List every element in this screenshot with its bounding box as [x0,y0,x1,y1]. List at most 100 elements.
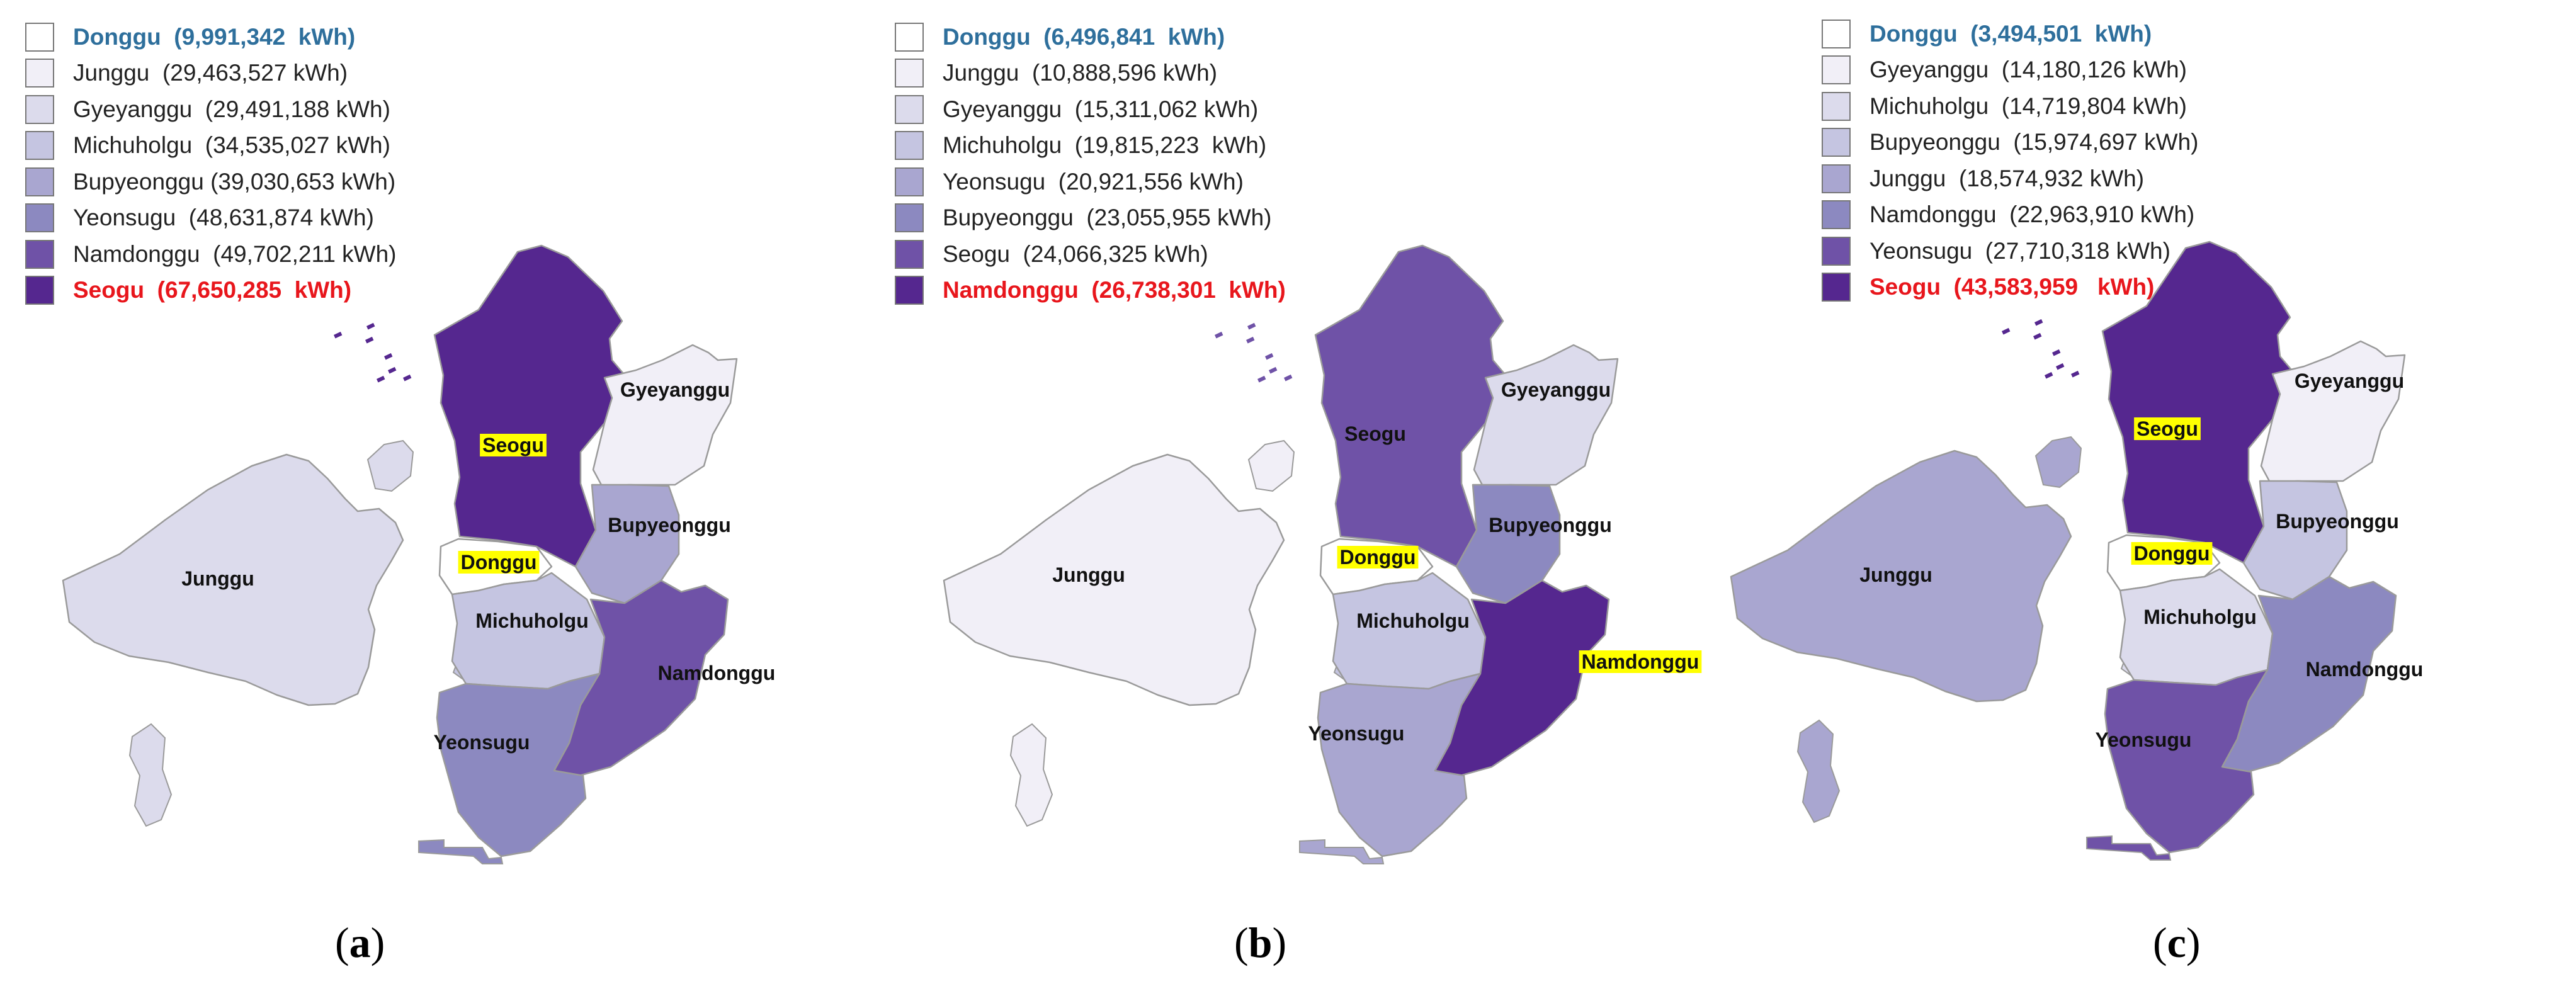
legend-label: Seogu (67,650,285 kWh) [73,277,352,303]
district-seogu [2101,241,2295,564]
legend-item: Junggu (18,574,932 kWh) [1822,161,2198,197]
legend-item: Seogu (43,583,959 kWh) [1822,269,2198,306]
islet-mark [403,374,412,382]
legend: Donggu (3,494,501 kWh) Gyeyanggu (14,180… [1822,16,2198,305]
district-label-namdonggu: Namdonggu [2306,658,2424,681]
district-label-michuholgu: Michuholgu [2143,606,2257,628]
legend-swatch [1822,55,1851,85]
legend-label: Bupyeonggu (39,030,653 kWh) [73,168,396,195]
map-geometry [62,244,738,864]
island-shape [128,723,173,827]
district-label-namdonggu: Namdonggu [1582,650,1699,673]
legend-swatch [25,59,54,88]
legend-label: Junggu (29,463,527 kWh) [73,60,348,86]
legend-swatch [895,131,924,161]
legend-item: Yeonsugu (20,921,556 kWh) [895,164,1286,200]
map-geometry [943,244,1619,864]
district-seogu [1314,244,1508,568]
district-yeonsugu [2104,669,2269,854]
legend-label: Seogu (24,066,325 kWh) [943,241,1208,267]
legend-label: Gyeyanggu (14,180,126 kWh) [1870,57,2187,83]
island-shape [1247,439,1295,492]
label-highlight [1337,546,1419,569]
district-yeonsugu [436,672,601,857]
islet-mark [388,366,397,374]
legend-item: Bupyeonggu (23,055,955 kWh) [895,200,1286,237]
island-shape [1299,839,1385,864]
legend-label: Yeonsugu (27,710,318 kWh) [1870,237,2170,264]
islet-mark [2071,370,2080,378]
legend-item: Bupyeonggu (39,030,653 kWh) [25,164,397,200]
legend-swatch [25,239,54,269]
district-label-seogu: Seogu [1344,422,1406,445]
legend-item: Yeonsugu (27,710,318 kWh) [1822,233,2198,269]
district-label-gyeyanggu: Gyeyanggu [620,378,730,401]
legend-item: Junggu (10,888,596 kWh) [895,55,1286,92]
district-map: Junggu Seogu Gyeyanggu Bupyeonggu Donggu Mich… [62,244,775,864]
district-gyeyanggu [2260,340,2406,484]
district-map: Junggu Seogu Gyeyanggu Bupyeonggu Donggu Mich… [1730,241,2424,861]
district-label-yeonsugu: Yeonsugu [2096,728,2192,751]
legend-item: Michuholgu (14,719,804 kWh) [1822,88,2198,125]
islet-mark [366,322,375,330]
legend-label: Namdonggu (49,702,211 kWh) [73,241,397,267]
legend: Donggu (9,991,342 kWh) Junggu (29,463,52… [25,19,397,308]
legend-swatch [25,203,54,233]
islet-mark [365,336,374,344]
legend-swatch [25,22,54,52]
legend-swatch [895,276,924,305]
island-shape [1796,719,1841,823]
islet-mark [1246,336,1255,344]
islet-mark [1265,353,1274,360]
islet-mark [2002,327,2011,335]
legend-item: Michuholgu (19,815,223 kWh) [895,128,1286,164]
legend-item: Gyeyanggu (15,311,062 kWh) [895,91,1286,128]
legend-label: Gyeyanggu (29,491,188 kWh) [73,96,390,122]
islet-mark [1215,331,1223,339]
district-label-bupyeonggu: Bupyeonggu [2276,510,2399,533]
legend-swatch [25,167,54,196]
islet-mark [334,331,343,339]
legend-item: Namdonggu (22,963,910 kWh) [1822,197,2198,234]
district-label-seogu: Seogu [2136,417,2198,440]
label-highlight [458,551,540,574]
islet-mark [2052,349,2061,356]
district-map: Junggu Seogu Gyeyanggu Bupyeonggu Donggu Mich… [943,244,1702,864]
district-gyeyanggu [1473,344,1619,487]
legend-item: Gyeyanggu (29,491,188 kWh) [25,91,397,128]
label-highlight [1579,650,1702,673]
legend-label: Bupyeonggu (23,055,955 kWh) [943,205,1272,231]
islet-mark [2034,319,2043,326]
legend-swatch [25,94,54,124]
islet-mark [2033,332,2042,340]
legend-label: Namdonggu (26,738,301 kWh) [943,277,1286,303]
legend-item: Junggu (29,463,527 kWh) [25,55,397,92]
district-label-yeonsugu: Yeonsugu [434,731,530,754]
islet-mark [2045,371,2053,379]
legend-swatch [1822,236,1851,266]
legend: Donggu (6,496,841 kWh) Junggu (10,888,59… [895,19,1286,308]
legend-swatch [1822,200,1851,230]
district-label-seogu: Seogu [482,434,544,456]
legend-label: Michuholgu (19,815,223 kWh) [943,132,1267,159]
islet-mark [2056,363,2065,370]
legend-swatch [25,131,54,161]
map-geometry [1730,241,2406,861]
district-junggu [62,453,404,706]
legend-label: Michuholgu (14,719,804 kWh) [1870,93,2187,119]
legend-swatch [1822,273,1851,302]
legend-label: Yeonsugu (48,631,874 kWh) [73,205,374,231]
legend-label: Junggu (18,574,932 kWh) [1870,165,2145,191]
district-label-junggu: Junggu [1052,563,1125,586]
legend-swatch [895,22,924,52]
island-shape [2086,835,2172,861]
legend-swatch [895,203,924,233]
legend-label: Seogu (43,583,959 kWh) [1870,274,2155,300]
district-label-michuholgu: Michuholgu [1356,609,1470,632]
island-shape [1009,723,1053,827]
district-label-donggu: Donggu [1340,546,1416,569]
legend-item: Gyeyanggu (14,180,126 kWh) [1822,52,2198,89]
legend-item: Michuholgu (34,535,027 kWh) [25,128,397,164]
legend-swatch [895,94,924,124]
legend-label: Donggu (6,496,841 kWh) [943,23,1225,50]
